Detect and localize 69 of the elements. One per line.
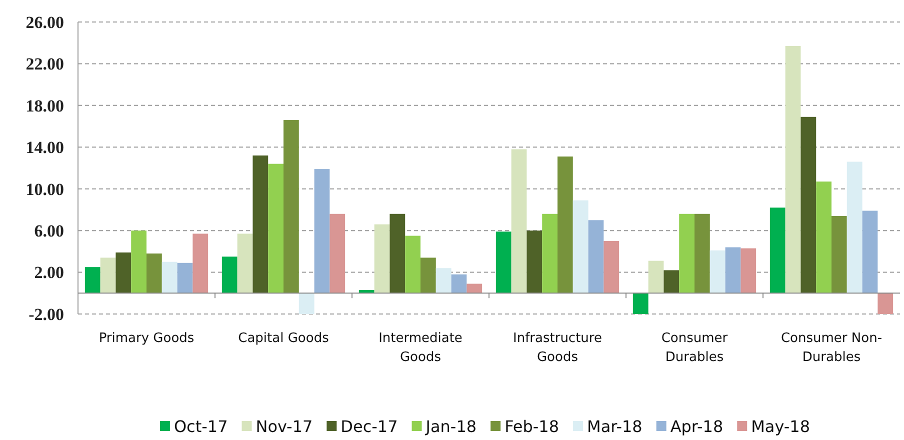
- bar: [878, 293, 894, 314]
- bar: [451, 274, 467, 294]
- legend-label: Nov-17: [256, 417, 313, 436]
- x-tick-label: Intermediate Goods: [378, 331, 462, 365]
- bar: [237, 234, 253, 294]
- x-tick-label: Primary Goods: [98, 331, 194, 346]
- bar: [770, 208, 786, 294]
- bar: [496, 232, 512, 294]
- x-tick-label: Consumer Durables: [661, 331, 728, 365]
- x-tick-label: Consumer Non-Durables: [780, 331, 882, 365]
- y-tick-label: 2.00: [34, 263, 64, 282]
- bar: [298, 293, 314, 314]
- bar: [222, 256, 238, 294]
- y-tick-label: -2.00: [28, 304, 64, 324]
- bar: [785, 46, 801, 294]
- bar: [314, 169, 330, 294]
- bar: [740, 248, 756, 294]
- bar: [694, 214, 710, 294]
- bar: [374, 224, 390, 294]
- y-tick-label: 6.00: [34, 222, 64, 241]
- bar: [268, 164, 284, 294]
- bar: [192, 234, 208, 294]
- x-tick-label: Capital Goods: [238, 331, 330, 346]
- legend-label: Feb-18: [504, 417, 560, 436]
- bar: [572, 200, 588, 294]
- bar: [330, 214, 346, 294]
- bar: [800, 116, 816, 294]
- bar: [146, 254, 162, 294]
- bar: [116, 252, 132, 294]
- y-tick-label: 14.00: [26, 138, 64, 158]
- bar: [420, 258, 436, 294]
- bar: [846, 162, 862, 294]
- bar: [632, 293, 648, 314]
- bar: [436, 268, 452, 294]
- bar: [725, 247, 741, 294]
- bar: [390, 214, 406, 294]
- legend-label: Mar-18: [587, 417, 642, 436]
- legend-label: Oct-17: [174, 417, 228, 436]
- bar: [100, 258, 116, 294]
- bar: [84, 267, 100, 294]
- y-tick-label: 26.00: [26, 12, 64, 32]
- legend-label: Dec-17: [340, 417, 398, 436]
- bar: [542, 214, 558, 294]
- bar: [664, 270, 680, 294]
- y-tick-label: 10.00: [26, 180, 64, 199]
- bar: [558, 156, 573, 294]
- bar: [679, 214, 694, 294]
- bar: [862, 210, 878, 294]
- legend-label: Jan-18: [424, 417, 477, 436]
- bar: [832, 216, 847, 294]
- bar: [284, 120, 299, 294]
- legend-label: Apr-18: [670, 417, 724, 436]
- bar: [526, 230, 542, 294]
- bar: [588, 220, 604, 294]
- bar: [604, 241, 620, 294]
- bar: [162, 262, 178, 294]
- bar: [405, 236, 420, 294]
- bar: [177, 262, 193, 294]
- y-tick-label: 22.00: [26, 54, 64, 74]
- bar: [131, 230, 146, 294]
- bar: [466, 284, 482, 294]
- y-tick-label: 18.00: [26, 96, 64, 116]
- bar: [648, 260, 664, 294]
- legend-label: May-18: [751, 417, 810, 436]
- bar: [511, 149, 527, 294]
- x-tick-label: Infrastructure Goods: [513, 331, 602, 365]
- bar: [710, 250, 726, 294]
- bar: [252, 155, 268, 294]
- bar: [816, 182, 832, 294]
